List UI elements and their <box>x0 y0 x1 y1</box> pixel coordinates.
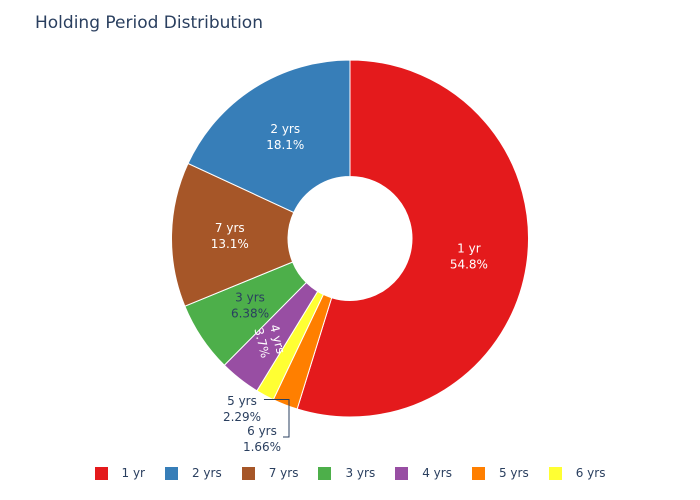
legend-swatch <box>164 466 178 480</box>
slice-label-7-yrs: 7 yrs 13.1% <box>211 221 249 251</box>
legend-item-6-yrs[interactable]: 6 yrs <box>548 466 606 480</box>
chart-title: Holding Period Distribution <box>35 13 263 33</box>
legend-item-1-yr[interactable]: 1 yr <box>94 466 145 480</box>
legend-item-2-yrs[interactable]: 2 yrs <box>164 466 222 480</box>
slice-7-yrs <box>171 162 295 307</box>
slice-label-5-yrs: 5 yrs 2.29% <box>223 394 261 424</box>
legend-item-5-yrs[interactable]: 5 yrs <box>471 466 529 480</box>
slice-1-yr <box>296 59 529 418</box>
slice-2-yrs <box>187 59 351 214</box>
legend-label: 7 yrs <box>268 466 299 480</box>
leader-line-6-yrs <box>263 398 290 438</box>
slice-label-3-yrs: 3 yrs 6.38% <box>231 290 269 320</box>
legend-label: 5 yrs <box>498 466 529 480</box>
legend-label: 1 yr <box>121 466 145 480</box>
legend-label: 2 yrs <box>191 466 222 480</box>
slice-label-6-yrs: 6 yrs 1.66% <box>243 424 281 454</box>
slice-label-1-yr: 1 yr 54.8% <box>450 242 488 272</box>
legend-item-4-yrs[interactable]: 4 yrs <box>395 466 452 480</box>
legend-swatch <box>318 466 332 480</box>
slice-labels: 1 yr 54.8%5 yrs 2.29%6 yrs 1.66%4 yrs3.7%3 … <box>211 122 488 454</box>
legend-label: 6 yrs <box>575 466 606 480</box>
legend-swatch <box>241 466 255 480</box>
legend: 1 yr 2 yrs 7 yrs 3 yrs 4 yrs 5 yrs 6 yrs <box>0 466 700 480</box>
legend-swatch <box>395 466 409 480</box>
legend-item-7-yrs[interactable]: 7 yrs <box>241 466 299 480</box>
donut-slices <box>171 59 529 418</box>
legend-swatch <box>548 466 562 480</box>
legend-swatch <box>94 466 108 480</box>
legend-label: 3 yrs <box>345 466 376 480</box>
legend-item-3-yrs[interactable]: 3 yrs <box>318 466 375 480</box>
legend-label: 4 yrs <box>422 466 452 480</box>
legend-swatch <box>471 466 485 480</box>
slice-label-2-yrs: 2 yrs 18.1% <box>266 122 304 152</box>
